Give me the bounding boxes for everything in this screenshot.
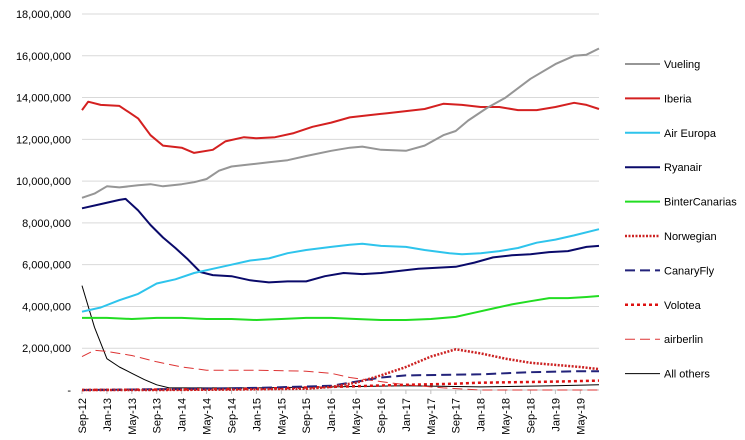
x-tick-label: Sep-17 <box>451 398 463 433</box>
y-tick-label: 14,000,000 <box>16 93 71 105</box>
series-line-ryanair <box>81 197 600 284</box>
legend-label-iberia: Iberia <box>664 93 692 105</box>
y-tick-label: - <box>67 385 71 397</box>
x-tick-label: Sep-12 <box>77 398 89 433</box>
legend-label-vueling: Vueling <box>664 59 700 71</box>
x-tick-label: Jan-19 <box>550 398 562 432</box>
legend: Vueling Iberia Air Europa Ryanair BinterCana… <box>625 59 737 381</box>
y-tick-label: 10,000,000 <box>16 176 71 188</box>
x-tick-label: Jan-15 <box>251 398 263 432</box>
series-line-vueling <box>81 47 600 199</box>
x-tick-label: May-18 <box>501 398 513 435</box>
series-line-airberlin <box>81 349 599 391</box>
x-tick-label: May-17 <box>426 398 438 435</box>
x-tick-label: Sep-13 <box>152 398 164 433</box>
x-tick-label: Jan-17 <box>401 398 413 432</box>
y-tick-label: 2,000,000 <box>22 343 71 355</box>
x-tick-label: Sep-15 <box>301 398 313 433</box>
legend-label-norwegian: Norwegian <box>664 231 717 243</box>
series-line-norwegian <box>82 348 600 392</box>
x-tick-label: May-14 <box>202 398 214 435</box>
x-tick-label: Jan-16 <box>326 398 338 432</box>
x-tick-label: Jan-14 <box>177 398 189 432</box>
y-axis-ticks: 18,000,000 16,000,000 14,000,000 12,000,000… <box>16 9 71 397</box>
x-tick-label: May-13 <box>127 398 139 435</box>
x-tick-label: Jan-18 <box>476 398 488 432</box>
y-tick-label: 18,000,000 <box>16 9 71 21</box>
series-lines <box>81 47 600 392</box>
y-tick-label: 16,000,000 <box>16 51 71 63</box>
x-tick-label: Sep-14 <box>226 398 238 433</box>
x-tick-label: Sep-18 <box>525 398 537 433</box>
series-line-bintercanarias <box>82 295 600 321</box>
y-tick-label: 6,000,000 <box>22 260 71 272</box>
x-tick-label: May-15 <box>276 398 288 435</box>
series-line-all-others <box>81 285 600 389</box>
legend-label-volotea: Volotea <box>664 300 702 312</box>
legend-label-airberlin: airberlin <box>664 334 703 346</box>
x-axis-ticks: Sep-12 Jan-13 May-13 Sep-13 Jan-14 May-14 Sep-… <box>77 390 587 435</box>
series-line-air-europa <box>81 228 600 313</box>
x-tick-label: Jan-13 <box>102 398 114 432</box>
series-line-iberia <box>81 100 600 154</box>
y-tick-label: 12,000,000 <box>16 134 71 146</box>
legend-label-bintercanarias: BinterCanarias <box>664 197 737 209</box>
legend-label-all-others: All others <box>664 369 710 381</box>
x-tick-label: May-16 <box>351 398 363 435</box>
y-tick-label: 8,000,000 <box>22 218 71 230</box>
y-tick-label: 4,000,000 <box>22 301 71 313</box>
legend-label-air-europa: Air Europa <box>664 128 717 140</box>
grid-lines <box>82 13 599 349</box>
legend-label-canaryfly: CanaryFly <box>664 265 715 277</box>
x-tick-label: May-19 <box>575 398 587 435</box>
legend-label-ryanair: Ryanair <box>664 162 702 174</box>
x-tick-label: Sep-16 <box>376 398 388 433</box>
